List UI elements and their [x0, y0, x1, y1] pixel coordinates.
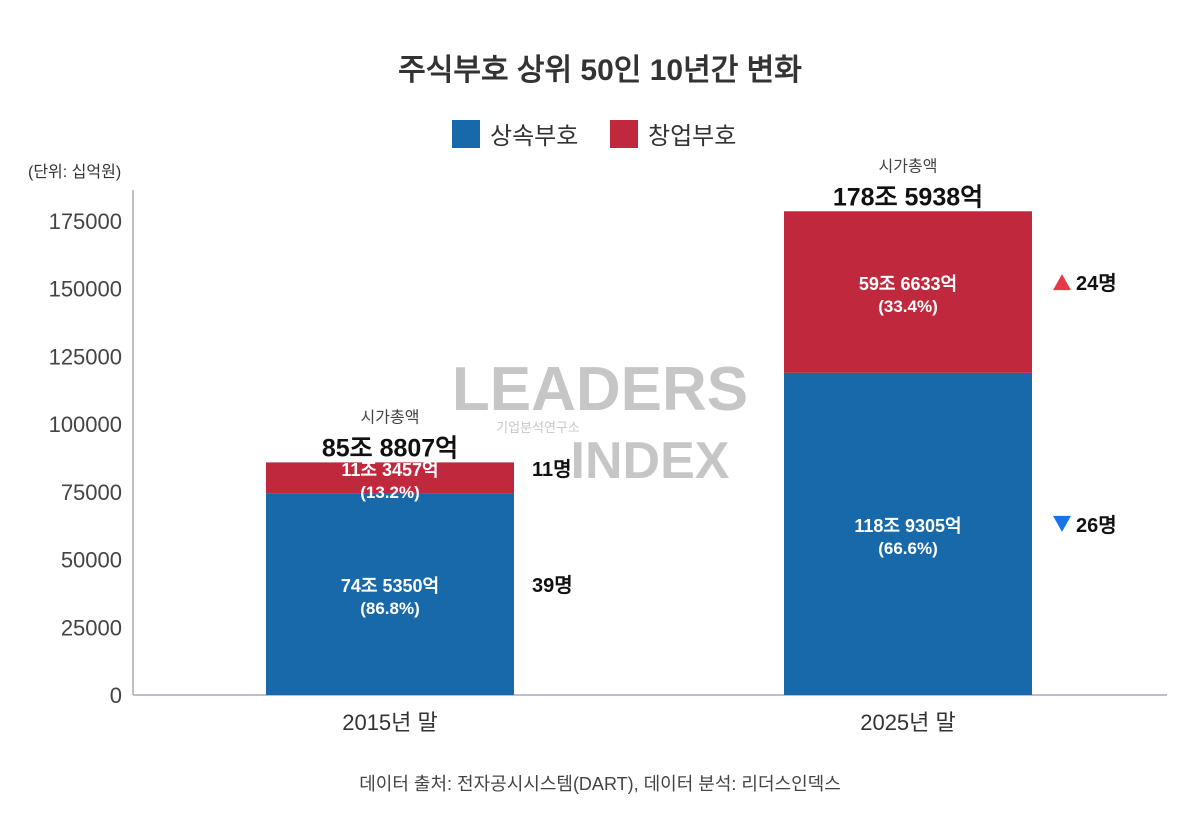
data-label: 118조 9305억 — [854, 516, 961, 536]
data-label-pct: (13.2%) — [360, 483, 420, 502]
total-caption: 시가총액 — [879, 157, 938, 175]
data-label: 11조 3457억 — [341, 460, 438, 480]
legend-label-founder: 창업부호 — [648, 123, 736, 150]
legend-swatch-inherited — [452, 120, 480, 148]
bar-segment-inherited — [784, 372, 1032, 695]
legend: 상속부호 창업부호 — [452, 120, 736, 150]
unit-label: (단위: 십억원) — [28, 163, 121, 181]
bar-segment-founder — [784, 211, 1032, 373]
bar-segment-inherited — [266, 493, 514, 695]
y-tick-label: 175000 — [49, 209, 122, 234]
triangle-up-icon — [1053, 274, 1071, 291]
total-value: 178조 5938억 — [833, 183, 983, 211]
data-label-pct: (66.6%) — [878, 539, 938, 558]
y-tick-label: 50000 — [61, 548, 122, 573]
y-tick-label: 75000 — [61, 480, 122, 505]
triangle-down-icon — [1053, 515, 1071, 532]
x-tick-label: 2015년 말 — [342, 710, 438, 735]
y-tick-label: 150000 — [49, 277, 122, 302]
y-tick-label: 25000 — [61, 615, 122, 640]
total-value: 85조 8807억 — [322, 434, 458, 462]
data-label-pct: (86.8%) — [360, 599, 420, 618]
watermark-logo: LEADERS 기업분석연구소 INDEX — [452, 355, 748, 490]
svg-text:LEADERS: LEADERS — [452, 355, 748, 424]
svg-text:기업분석연구소: 기업분석연구소 — [496, 420, 580, 435]
y-tick-label: 100000 — [49, 412, 122, 437]
bar-segment-founder — [266, 462, 514, 494]
data-label-pct: (33.4%) — [878, 297, 938, 316]
x-tick-label: 2025년 말 — [860, 710, 956, 735]
legend-swatch-founder — [610, 120, 638, 148]
count-label: 39명 — [532, 574, 573, 597]
legend-label-inherited: 상속부호 — [490, 123, 578, 150]
chart-title: 주식부호 상위 50인 10년간 변화 — [398, 54, 802, 87]
y-tick-label: 125000 — [49, 344, 122, 369]
y-tick-label: 0 — [110, 683, 122, 708]
source-note: 데이터 출처: 전자공시시스템(DART), 데이터 분석: 리더스인덱스 — [359, 774, 841, 794]
count-label: 24명 — [1076, 272, 1117, 295]
svg-text:INDEX: INDEX — [571, 432, 730, 490]
count-label: 26명 — [1076, 514, 1117, 537]
data-label: 59조 6633억 — [859, 274, 957, 294]
count-label: 11명 — [532, 458, 572, 481]
total-caption: 시가총액 — [361, 408, 420, 426]
data-label: 74조 5350억 — [341, 576, 439, 596]
